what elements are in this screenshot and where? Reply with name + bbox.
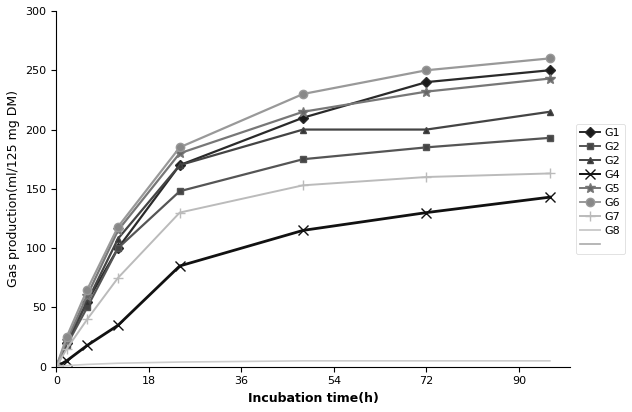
Y-axis label: Gas production(ml/125 mg DM): Gas production(ml/125 mg DM): [7, 90, 20, 287]
X-axis label: Incubation time(h): Incubation time(h): [248, 392, 379, 405]
Legend: G1, G2, G2, G4, G5, G6, G7, G8, : G1, G2, G2, G4, G5, G6, G7, G8,: [576, 124, 625, 254]
